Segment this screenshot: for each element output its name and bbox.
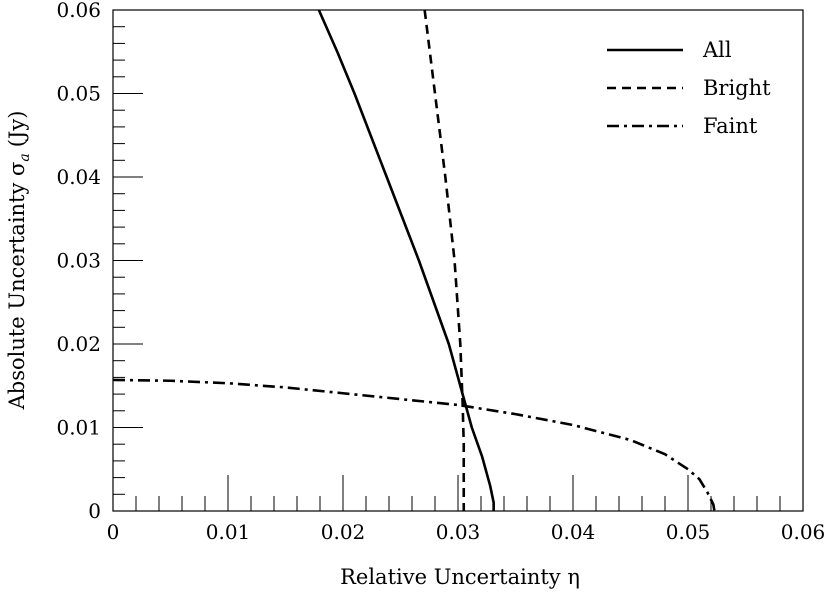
y-tick-label: 0.02	[56, 332, 101, 356]
series-line-faint	[113, 378, 716, 511]
series-line-bright	[423, 10, 466, 511]
x-tick-label: 0	[107, 520, 120, 544]
y-axis-title-subscript: a	[17, 153, 33, 161]
axis-ticks	[112, 9, 804, 512]
y-axis-title-unit: (Jy)	[5, 111, 29, 148]
y-tick-label: 0.01	[56, 416, 101, 440]
x-tick-label: 0.05	[666, 520, 711, 544]
y-tick-label: 0	[88, 499, 101, 523]
legend: All Bright Faint	[607, 38, 771, 138]
x-tick-label: 0.06	[781, 520, 826, 544]
y-tick-label: 0.06	[56, 0, 101, 22]
x-axis-title: Relative Uncertainty η	[340, 565, 580, 589]
legend-label-bright: Bright	[703, 76, 771, 100]
plot-frame	[112, 9, 804, 512]
y-axis-title: Absolute Uncertainty σa(Jy)	[5, 111, 33, 411]
series-line-all	[317, 10, 495, 511]
series-layer	[113, 10, 716, 511]
x-tick-label: 0.02	[321, 520, 366, 544]
legend-label-faint: Faint	[703, 114, 758, 138]
legend-label-all: All	[702, 38, 732, 62]
x-tick-label: 0.03	[436, 520, 481, 544]
y-tick-label: 0.05	[56, 82, 101, 106]
x-tick-label: 0.04	[551, 520, 596, 544]
y-tick-label: 0.03	[56, 249, 101, 273]
y-tick-label: 0.04	[56, 165, 101, 189]
x-tick-label: 0.01	[206, 520, 251, 544]
x-tick-labels: 0 0.01 0.02 0.03 0.04 0.05 0.06	[107, 520, 826, 544]
y-tick-labels: 0 0.01 0.02 0.03 0.04 0.05 0.06	[56, 0, 101, 523]
